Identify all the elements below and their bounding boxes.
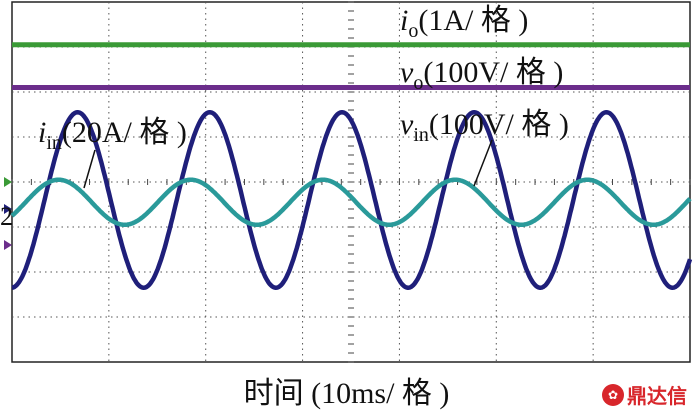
label-symbol: v	[400, 56, 414, 89]
ground-marker	[4, 204, 12, 214]
series-label: iin(20A/ 格 )	[38, 116, 187, 154]
series-labels: io(1A/ 格 )vo(100V/ 格 )vin(100V/ 格 )iin(2…	[38, 4, 569, 189]
trace	[10, 177, 692, 227]
x-axis-label: 时间 (10ms/ 格 )	[243, 377, 450, 410]
label-symbol: i	[38, 116, 46, 149]
ground-markers	[4, 177, 12, 250]
label-unit: (20A/ 格 )	[62, 116, 187, 149]
series-label: vin(100V/ 格 )	[400, 108, 569, 146]
label-leader-line	[473, 139, 493, 187]
ground-marker	[4, 240, 12, 250]
label-subscript: o	[413, 72, 423, 94]
ground-marker	[4, 177, 12, 187]
label-leader-line	[83, 149, 96, 189]
label-subscript: in	[46, 132, 62, 154]
label-unit: (100V/ 格 )	[423, 56, 563, 89]
series-label: vo(100V/ 格 )	[400, 56, 563, 94]
logo-icon: ✿	[602, 383, 624, 406]
label-symbol: i	[400, 4, 408, 37]
traces	[10, 42, 693, 290]
label-subscript: o	[408, 20, 418, 42]
y-tick-label: 2	[0, 202, 13, 231]
label-subscript: in	[413, 124, 429, 146]
watermark-text: 鼎达信	[627, 384, 687, 408]
label-unit: (1A/ 格 )	[418, 4, 528, 37]
series-label: io(1A/ 格 )	[400, 4, 528, 42]
watermark-logo: ✿ 鼎达信	[602, 380, 687, 409]
label-unit: (100V/ 格 )	[429, 108, 569, 141]
label-symbol: v	[400, 108, 414, 141]
